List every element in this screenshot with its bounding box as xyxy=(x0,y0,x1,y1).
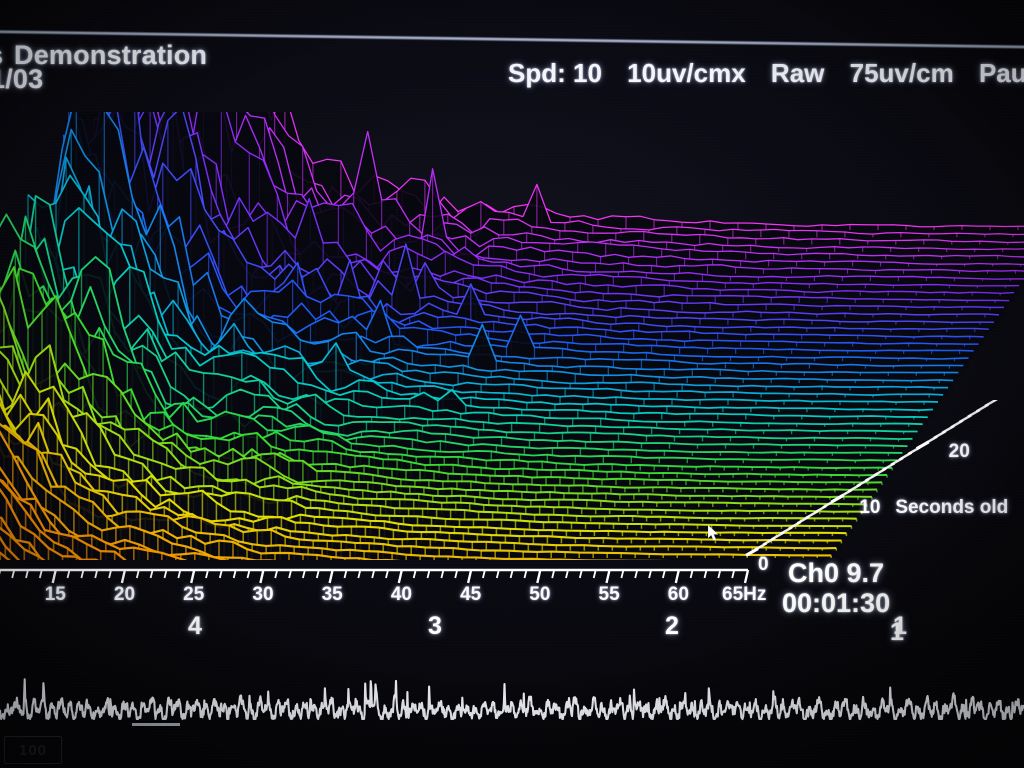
channel-value: Ch0 9.7 xyxy=(788,558,885,588)
filter-mode-setting[interactable]: Raw xyxy=(770,58,825,88)
depth-axis-label: Seconds old xyxy=(895,496,1009,518)
band-marker-delta: 4 xyxy=(188,612,202,640)
depth-tick-label-0: 0 xyxy=(758,554,769,575)
time-depth-axis: 0 10 20 Seconds old xyxy=(740,387,1024,580)
status-readout: Ch0 9.7 00:01:30 1 xyxy=(780,556,1024,646)
sensitivity-x-setting[interactable]: 10uv/cmx xyxy=(627,58,746,88)
freq-tick-label-35: 35 xyxy=(321,584,343,605)
depth-tick-label-20: 20 xyxy=(948,441,970,463)
page-number: 1 xyxy=(890,618,904,646)
header-bar: s Demonstration 1/03 Spd: 10 10uv/cmx Ra… xyxy=(0,0,1024,112)
freq-tick-label-60: 60 xyxy=(667,584,689,605)
freq-tick-label-25: 25 xyxy=(183,584,205,605)
freq-tick-label-55: 55 xyxy=(598,584,620,605)
recording-date: 1/03 xyxy=(0,64,44,94)
freq-tick-label-45: 45 xyxy=(460,584,482,605)
depth-tick-label-10: 10 xyxy=(859,496,881,518)
corner-badge[interactable]: 100 xyxy=(4,736,62,764)
freq-tick-label-30: 30 xyxy=(252,584,274,605)
band-marker-theta: 3 xyxy=(428,612,442,640)
mouse-cursor xyxy=(708,525,719,541)
sensitivity-setting[interactable]: 75uv/cm xyxy=(849,58,954,88)
header-settings-row: Spd: 10 10uv/cmx Raw 75uv/cm Pau xyxy=(508,58,1024,89)
band-marker-alpha: 2 xyxy=(665,612,679,640)
freq-tick-label-15: 15 xyxy=(44,584,66,605)
pause-button[interactable]: Pau xyxy=(978,58,1024,88)
freq-axis-unit-label: 65Hz xyxy=(722,584,767,605)
eeg-waveform xyxy=(0,678,1024,721)
speed-setting[interactable]: Spd: 10 xyxy=(508,58,602,88)
eeg-segment-marker xyxy=(132,723,180,726)
freq-tick-label-50: 50 xyxy=(529,584,551,605)
freq-tick-label-20: 20 xyxy=(113,584,136,605)
freq-tick-label-40: 40 xyxy=(390,584,412,605)
elapsed-time: 00:01:30 xyxy=(782,588,891,618)
depth-axis-ticks xyxy=(745,387,1015,557)
raw-eeg-trace-strip xyxy=(0,652,1024,746)
